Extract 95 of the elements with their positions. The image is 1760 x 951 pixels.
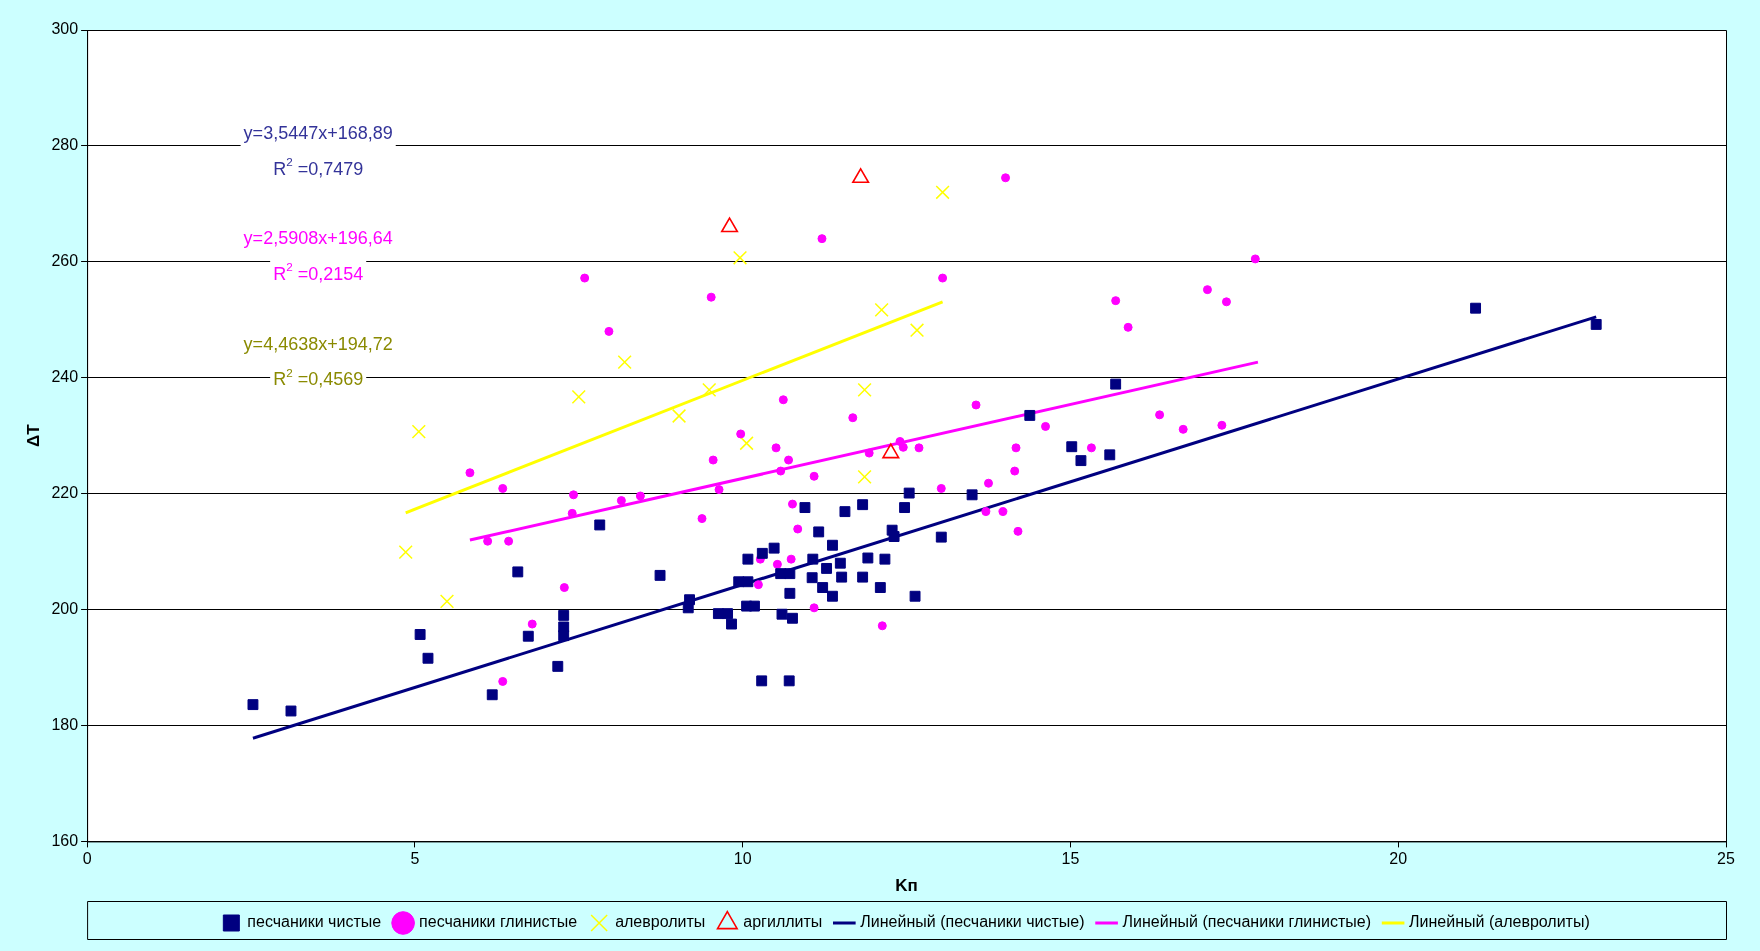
- point: [697, 514, 707, 524]
- point: [874, 302, 889, 318]
- x-axis-title: Kп: [895, 876, 918, 896]
- point: [793, 524, 803, 534]
- point: [776, 466, 786, 476]
- legend-label: песчаники чистые: [247, 913, 382, 931]
- point: [439, 594, 455, 609]
- y-tick-label: 200: [51, 599, 79, 617]
- point: [817, 234, 827, 244]
- annotation: y=4,4638x+194,72: [243, 333, 393, 354]
- point: [1123, 322, 1133, 332]
- point: [864, 448, 874, 458]
- point: [1250, 254, 1260, 264]
- point: [1013, 526, 1023, 536]
- point: [569, 490, 579, 500]
- point: [567, 508, 577, 518]
- y-tick-label: 180: [51, 715, 79, 733]
- annotation: y=2,5908x+196,64: [243, 228, 393, 249]
- point: [398, 545, 413, 560]
- y-tick-label: 280: [51, 136, 79, 154]
- y-tick-label: 240: [51, 368, 79, 386]
- x-tick-label: 25: [1717, 850, 1735, 868]
- legend-label: алевролиты: [615, 913, 706, 931]
- y-tick-label: 220: [51, 484, 79, 502]
- point: [571, 389, 586, 404]
- point: [971, 400, 981, 410]
- point: [753, 580, 763, 590]
- legend-label: Линейный (песчаники чистые): [860, 913, 1085, 931]
- point: [504, 536, 514, 546]
- point: [784, 455, 794, 465]
- point: [617, 354, 632, 370]
- point: [771, 443, 781, 453]
- point: [778, 395, 788, 405]
- point: [635, 491, 645, 501]
- point: [714, 485, 724, 495]
- x-tick-label: 0: [82, 850, 92, 868]
- point: [998, 507, 1008, 517]
- point: [1111, 296, 1121, 306]
- point: [732, 250, 748, 265]
- point: [498, 676, 508, 686]
- point: [465, 468, 475, 478]
- point: [616, 496, 626, 506]
- point: [1202, 285, 1212, 295]
- point: [1010, 466, 1020, 476]
- point: [736, 429, 746, 439]
- legend-label: аргиллиты: [743, 913, 823, 931]
- point: [909, 323, 925, 338]
- point: [1041, 421, 1051, 431]
- point: [702, 382, 717, 398]
- point: [1155, 410, 1165, 420]
- point: [787, 499, 797, 509]
- point: [708, 455, 718, 465]
- point: [857, 469, 872, 484]
- point: [914, 443, 924, 453]
- point: [809, 603, 819, 613]
- point: [1011, 443, 1021, 453]
- point: [936, 483, 946, 493]
- annotation: y=3,5447x+168,89: [243, 122, 393, 143]
- point: [898, 442, 908, 452]
- point: [938, 273, 948, 283]
- point: [739, 436, 754, 451]
- legend-label: Линейный (песчаники глинистые): [1122, 913, 1372, 931]
- x-tick-label: 5: [410, 850, 420, 868]
- point: [983, 478, 993, 488]
- point: [671, 408, 687, 424]
- point: [786, 554, 796, 564]
- y-tick-label: 300: [51, 20, 79, 38]
- point: [857, 382, 872, 398]
- legend-label: Линейный (алевролиты): [1409, 913, 1590, 931]
- point: [772, 559, 782, 569]
- point: [706, 292, 716, 302]
- point: [1217, 420, 1227, 430]
- x-tick-label: 20: [1389, 850, 1408, 868]
- point: [1221, 297, 1231, 307]
- y-tick-label: 160: [51, 831, 79, 849]
- point: [935, 185, 950, 200]
- point: [498, 483, 508, 493]
- x-tick-label: 15: [1061, 850, 1080, 868]
- point: [1086, 443, 1096, 453]
- point: [604, 326, 614, 336]
- point: [483, 536, 493, 546]
- point: [559, 583, 569, 593]
- point: [527, 619, 537, 629]
- point: [981, 507, 991, 517]
- legend-label: песчаники глинистые: [419, 913, 578, 931]
- point: [1178, 424, 1188, 434]
- point: [848, 413, 858, 423]
- y-axis-title: ΔT: [23, 423, 43, 447]
- point: [877, 621, 887, 631]
- point: [580, 273, 590, 283]
- point: [411, 424, 426, 439]
- x-tick-label: 10: [733, 850, 752, 868]
- point: [1001, 173, 1011, 183]
- y-tick-label: 260: [51, 252, 79, 270]
- point: [809, 471, 819, 481]
